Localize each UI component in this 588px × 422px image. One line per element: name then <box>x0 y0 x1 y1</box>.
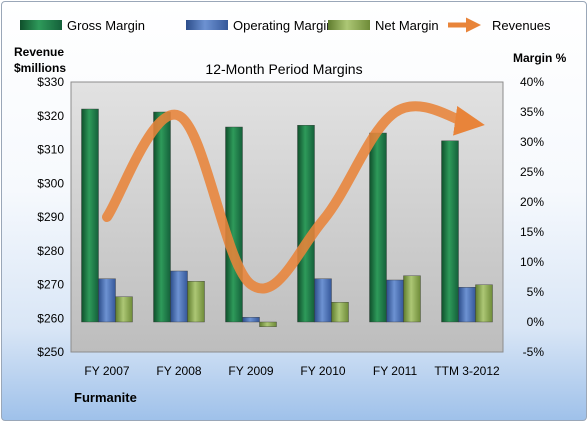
net-margin-bar <box>187 281 205 323</box>
left-axis-tick-label: $250 <box>37 345 64 359</box>
legend: Gross Margin Operating Margin Net Margin… <box>20 17 551 33</box>
left-axis-tick-label: $330 <box>37 75 64 89</box>
operating-margin-bar <box>386 279 404 323</box>
gross-margin-bar <box>297 124 315 323</box>
right-axis-tick-label: 35% <box>520 105 544 119</box>
right-axis-tick-label: 25% <box>520 165 544 179</box>
right-axis-tick-label: 40% <box>520 75 544 89</box>
operating-margin-bar <box>170 270 188 323</box>
gross-margin-bar <box>441 140 459 323</box>
left-axis-tick-label: $290 <box>37 210 64 224</box>
net-margin-bar <box>331 302 349 323</box>
gross-margin-bar <box>81 108 99 323</box>
left-axis-tick-label: $270 <box>37 278 64 292</box>
right-axis-label: Margin % <box>513 51 567 65</box>
operating-margin-bar <box>98 278 116 323</box>
operating-margin-bar <box>458 287 476 323</box>
gross-margin-bar <box>153 111 171 323</box>
left-axis-tick-label: $320 <box>37 109 64 123</box>
net-margin-bar <box>115 296 133 323</box>
legend-item-gross-margin: Gross Margin <box>20 18 145 33</box>
legend-label-operating-margin: Operating Margin <box>233 18 333 33</box>
left-axis-label-line2: $millions <box>14 61 66 75</box>
legend-item-operating-margin: Operating Margin <box>186 18 333 33</box>
company-label: Furmanite <box>74 390 137 405</box>
right-axis-ticks: -5% 0% 5% 10% 15% 20% 25% 30% 35% 40% <box>520 75 544 359</box>
left-axis-label-line1: Revenue <box>14 45 64 59</box>
legend-label-revenues: Revenues <box>492 18 551 33</box>
legend-swatch-net-margin <box>328 20 370 30</box>
left-axis-tick-label: $300 <box>37 176 64 190</box>
net-margin-bar <box>403 275 421 323</box>
legend-swatch-gross-margin <box>20 20 62 30</box>
net-margin-bar <box>259 321 277 328</box>
legend-item-revenues: Revenues <box>448 17 551 33</box>
category-labels: FY 2007 FY 2008 FY 2009 FY 2010 FY 2011 TTM 3… <box>84 364 500 378</box>
revenue-line-group <box>102 101 485 294</box>
right-axis-tick-label: 5% <box>527 285 545 299</box>
left-axis-tick-label: $280 <box>37 244 64 258</box>
net-margin-bar <box>475 284 493 323</box>
left-axis-tick-label: $260 <box>37 311 64 325</box>
operating-margin-bar <box>314 278 332 323</box>
legend-label-gross-margin: Gross Margin <box>67 18 145 33</box>
right-axis-tick-label: 0% <box>527 315 545 329</box>
category-label: FY 2010 <box>300 364 345 378</box>
right-axis-tick-label: 10% <box>520 255 544 269</box>
bars <box>81 108 493 328</box>
category-label: TTM 3-2012 <box>434 364 500 378</box>
revenue-line <box>102 101 485 294</box>
operating-margin-bar <box>242 317 260 323</box>
category-label: FY 2007 <box>84 364 129 378</box>
legend-label-net-margin: Net Margin <box>375 18 439 33</box>
left-axis-ticks: $250 $260 $270 $280 $290 $300 $310 $320 $330 <box>37 75 64 359</box>
plot-area <box>70 81 504 353</box>
right-axis-tick-label: 30% <box>520 135 544 149</box>
right-axis-tick-label: -5% <box>523 345 545 359</box>
chart-title: 12-Month Period Margins <box>205 61 362 77</box>
legend-item-net-margin: Net Margin <box>328 18 439 33</box>
legend-swatch-operating-margin <box>186 20 228 30</box>
right-axis-tick-label: 15% <box>520 225 544 239</box>
right-axis-tick-label: 20% <box>520 195 544 209</box>
left-axis-tick-label: $310 <box>37 143 64 157</box>
category-label: FY 2008 <box>156 364 201 378</box>
gross-margin-bar <box>369 132 387 323</box>
category-label: FY 2009 <box>228 364 273 378</box>
category-label: FY 2011 <box>373 364 418 378</box>
